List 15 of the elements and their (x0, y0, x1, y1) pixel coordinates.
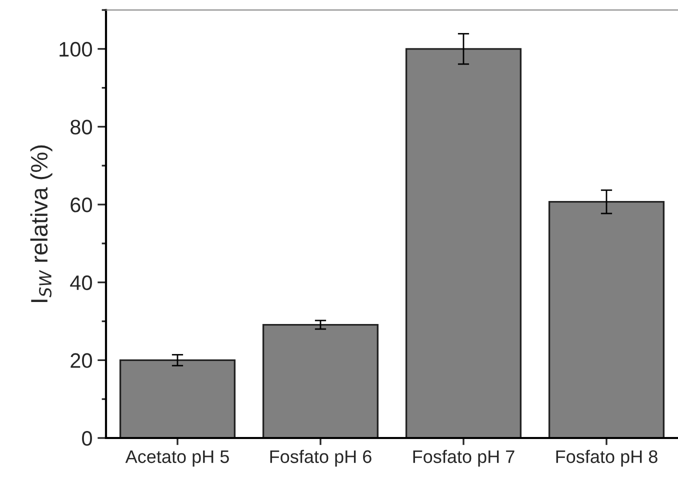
x-tick-label: Acetato pH 5 (125, 450, 229, 467)
x-tick-label: Fosfato pH 8 (556, 450, 658, 467)
x-tick-label: Fosfato pH 7 (413, 450, 514, 467)
x-tick-label: Fosfato pH 6 (270, 450, 372, 467)
y-tick-label: 80 (70, 120, 92, 134)
bar (262, 324, 379, 438)
y-tick-label: 100 (60, 42, 92, 57)
y-tick-label: 60 (70, 198, 92, 212)
y-tick-label: 0 (82, 431, 92, 446)
y-tick-label: 40 (70, 275, 92, 290)
bar (119, 359, 236, 438)
bar (548, 200, 665, 438)
bar (405, 48, 522, 438)
y-axis-title: I$_{SW}$ relativa (%) (30, 145, 52, 302)
y-tick-label: 20 (70, 353, 92, 368)
